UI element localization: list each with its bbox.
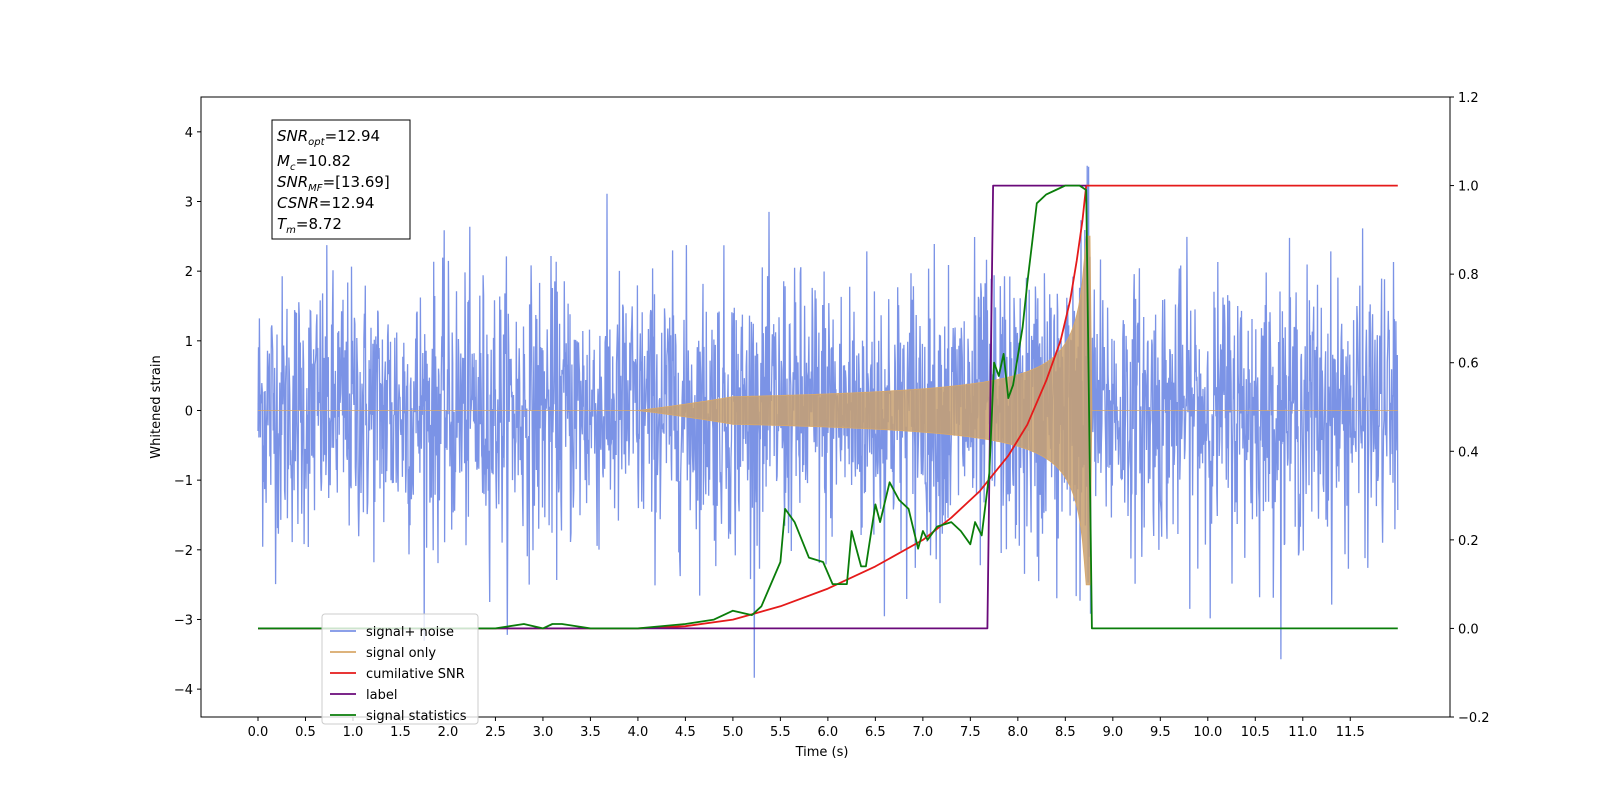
y-right-tick-label: 1.0 — [1458, 180, 1479, 195]
x-tick-label: 8.5 — [1055, 725, 1076, 740]
legend-label: cumilative SNR — [366, 667, 465, 682]
y-left-tick-label: −4 — [174, 683, 193, 698]
x-tick-label: 8.0 — [1007, 725, 1028, 740]
x-tick-label: 11.0 — [1288, 725, 1317, 740]
x-tick-label: 2.5 — [485, 725, 506, 740]
legend-frame — [321, 613, 479, 725]
x-tick-label: 4.0 — [628, 725, 649, 740]
x-tick-label: 4.5 — [675, 725, 696, 740]
y-left-tick-label: 0 — [185, 404, 193, 419]
info-merger-time: Tm=8.72 — [277, 215, 342, 236]
x-tick-label: 5.5 — [770, 725, 791, 740]
y-right-tick-label: 0.8 — [1458, 268, 1479, 283]
x-axis-title: Time (s) — [795, 745, 849, 760]
x-tick-label: 3.5 — [580, 725, 601, 740]
info-box-frame — [271, 119, 411, 240]
y-left-tick-label: 3 — [185, 195, 193, 210]
x-tick-label: 5.0 — [723, 725, 744, 740]
info-snr-opt: SNRopt=12.94 — [277, 127, 380, 148]
x-axis: 0.0 0.5 1.0 1.5 2.0 2.5 3.0 3.5 4.0 4.5 5.0 5.5 6.0 6… — [248, 717, 1365, 740]
x-tick-label: 1.5 — [390, 725, 411, 740]
x-tick-label: 6.5 — [865, 725, 886, 740]
x-tick-label: 7.0 — [913, 725, 934, 740]
y-axis-title: Whitened strain — [149, 355, 164, 458]
x-tick-label: 9.5 — [1150, 725, 1171, 740]
legend: signal+ noise signal only cumilative SNR la… — [321, 613, 479, 725]
y-right-tick-label: −0.2 — [1458, 711, 1490, 726]
series-signal-only — [258, 235, 1398, 586]
x-tick-label: 3.0 — [533, 725, 554, 740]
series-signal-statistics — [258, 184, 1398, 630]
legend-label: label — [366, 688, 397, 703]
y-axis-left: −4 −3 −2 −1 0 1 2 3 4 — [174, 126, 201, 698]
x-tick-label: 10.0 — [1193, 725, 1222, 740]
x-tick-label: 0.0 — [248, 725, 269, 740]
series-cumulative-snr — [258, 184, 1398, 630]
series-layer — [257, 165, 1399, 678]
x-tick-label: 6.0 — [818, 725, 839, 740]
plot-area-frame — [200, 96, 1451, 718]
x-tick-label: 0.5 — [295, 725, 316, 740]
y-axis-right: −0.2 0.0 0.2 0.4 0.6 0.8 1.0 1.2 — [1450, 91, 1490, 726]
y-right-tick-label: 0.4 — [1458, 445, 1479, 460]
info-csnr: CSNR=12.94 — [277, 194, 374, 212]
info-box: SNRopt=12.94 Mc=10.82 SNRMF=[13.69] CSNR… — [271, 119, 411, 240]
y-left-tick-label: 2 — [185, 265, 193, 280]
x-tick-label: 2.0 — [438, 725, 459, 740]
y-left-tick-label: −3 — [174, 613, 193, 628]
y-right-tick-label: 0.2 — [1458, 534, 1479, 549]
y-right-tick-label: 0.0 — [1458, 622, 1479, 637]
x-tick-label: 9.0 — [1102, 725, 1123, 740]
y-left-tick-label: 4 — [185, 126, 193, 141]
x-tick-label: 10.5 — [1241, 725, 1270, 740]
y-left-tick-label: −1 — [174, 474, 193, 489]
x-tick-label: 7.5 — [960, 725, 981, 740]
legend-label: signal only — [366, 646, 436, 661]
y-left-tick-label: −2 — [174, 544, 193, 559]
y-right-tick-label: 0.6 — [1458, 357, 1479, 372]
y-right-tick-label: 1.2 — [1458, 91, 1479, 106]
x-tick-label: 11.5 — [1336, 725, 1365, 740]
info-chirp-mass: Mc=10.82 — [277, 152, 351, 173]
series-signal-plus-noise — [257, 165, 1399, 678]
x-tick-label: 1.0 — [343, 725, 364, 740]
info-snr-mf: SNRMF=[13.69] — [277, 173, 390, 194]
y-left-tick-label: 1 — [185, 335, 193, 350]
legend-label: signal+ noise — [366, 625, 454, 640]
legend-label: signal statistics — [366, 709, 467, 724]
